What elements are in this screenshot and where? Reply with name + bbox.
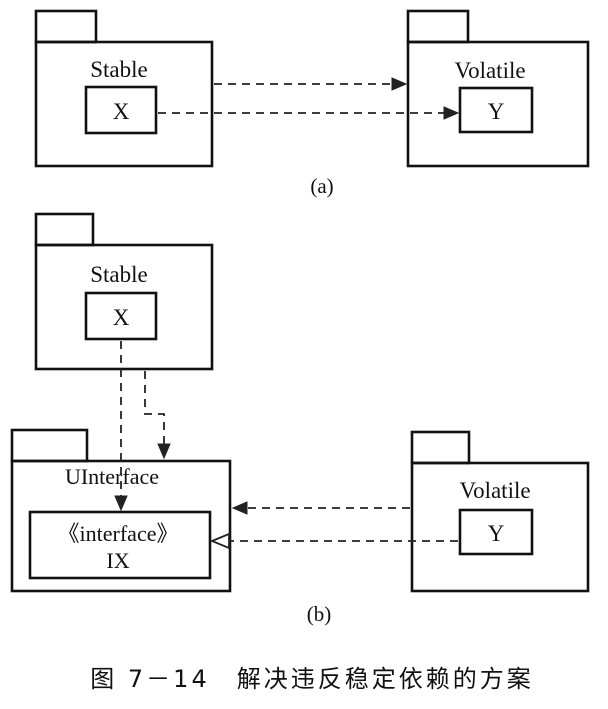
- figure-caption: 图 7－14 解决违反稳定依赖的方案: [90, 665, 533, 693]
- uinterface-package: UInterface 《interface》 IX: [10, 428, 232, 593]
- package-body: [34, 243, 214, 371]
- caption-a: (a): [310, 174, 333, 198]
- stable-package-label-b: Stable: [90, 262, 148, 287]
- realization-triangle: [209, 532, 230, 550]
- class-y-box-a: [458, 86, 534, 134]
- package-body: [34, 40, 214, 168]
- interface-ix-label: IX: [106, 548, 129, 573]
- class-y-box-b: [458, 508, 534, 556]
- stable-package-a: Stable X: [34, 9, 214, 168]
- class-x-label-b: X: [113, 305, 130, 330]
- volatile-to-uinterface-arrowhead: [231, 501, 248, 515]
- class-x-box-a: [84, 85, 158, 135]
- package-tab: [410, 430, 471, 465]
- diagram-a: Stable X Volatile Y (a): [34, 9, 590, 198]
- volatile-package-label-a: Volatile: [454, 58, 525, 83]
- class-x-box-b: [84, 291, 158, 341]
- diagram-b: Stable X UInterface 《interface》 IX Volat…: [10, 212, 590, 626]
- caption-b: (b): [307, 602, 332, 626]
- package-dependency-arrowhead-a: [391, 77, 408, 91]
- x-to-ix-arrowhead: [114, 495, 128, 512]
- volatile-package-b: Volatile Y: [410, 430, 590, 593]
- class-y-label-b: Y: [488, 521, 505, 546]
- stable-to-uinterface-arrowhead: [157, 443, 171, 460]
- package-body: [406, 40, 590, 168]
- stable-to-uinterface-dependency-line: [144, 371, 165, 446]
- class-x-label-a: X: [113, 99, 130, 124]
- package-tab: [406, 9, 470, 44]
- package-body: [410, 461, 590, 593]
- interface-stereotype-label: 《interface》: [58, 521, 179, 546]
- stable-package-label-a: Stable: [90, 57, 148, 82]
- package-tab: [10, 428, 89, 463]
- class-y-label-a: Y: [488, 99, 505, 124]
- class-dependency-arrowhead-a: [443, 106, 460, 120]
- volatile-package-a: Volatile Y: [406, 9, 590, 168]
- package-tab: [34, 9, 98, 44]
- stable-package-b: Stable X: [34, 212, 214, 371]
- volatile-package-label-b: Volatile: [459, 478, 530, 503]
- interface-ix-box: [28, 510, 212, 580]
- uinterface-package-label: UInterface: [65, 464, 159, 489]
- package-tab: [34, 212, 95, 247]
